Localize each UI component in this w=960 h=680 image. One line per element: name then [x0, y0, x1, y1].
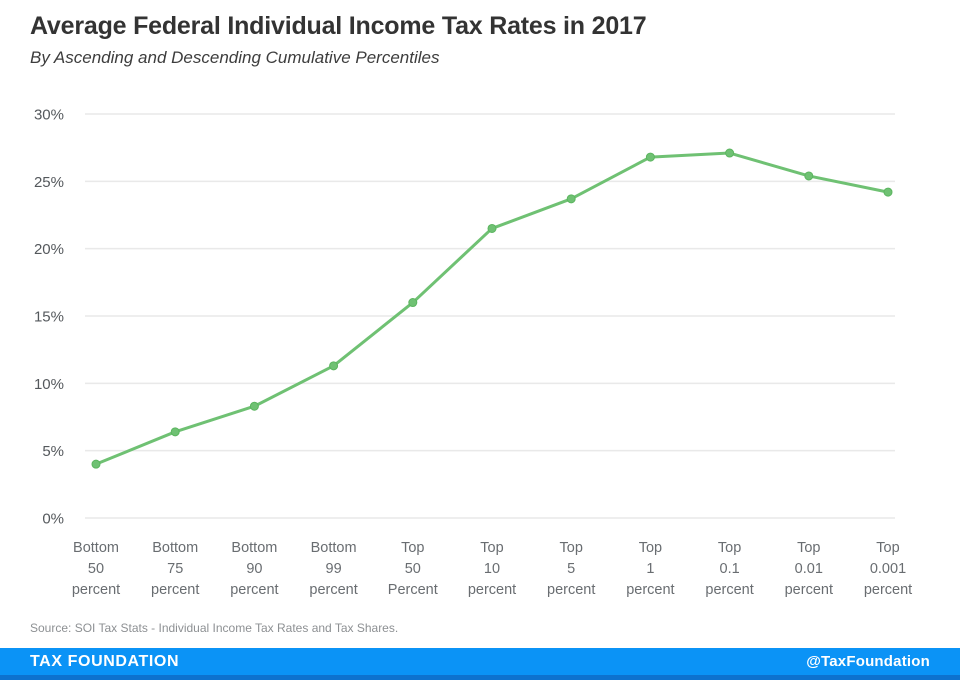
x-tick-label: percent [705, 582, 753, 598]
x-tick-label: percent [230, 582, 278, 598]
x-tick-label: 0.1 [720, 561, 740, 577]
line-chart: 0% 5% 10% 15% 20% 25% 30% Bottom 50 percent Bottom… [34, 107, 912, 599]
x-tick-label: percent [468, 582, 516, 598]
x-tick-label: Top [639, 540, 662, 556]
x-tick-label: 75 [167, 561, 183, 577]
twitter-handle: @TaxFoundation [806, 653, 930, 670]
y-tick-label: 0% [42, 511, 64, 528]
x-tick-label: percent [151, 582, 199, 598]
x-tick-label: 10 [484, 561, 500, 577]
footer-bar: TAX FOUNDATION @TaxFoundation [0, 648, 960, 680]
x-tick-label: 0.001 [870, 561, 906, 577]
chart-header: Average Federal Individual Income Tax Ra… [30, 12, 647, 68]
source-note: Source: SOI Tax Stats - Individual Incom… [30, 621, 399, 635]
y-tick-label: 20% [34, 241, 64, 258]
data-point [883, 187, 893, 197]
data-line [94, 151, 890, 466]
data-point [725, 148, 735, 158]
chart-title: Average Federal Individual Income Tax Ra… [30, 12, 647, 40]
x-tick-label: 0.01 [795, 561, 823, 577]
data-point [804, 171, 814, 181]
x-tick-label: percent [547, 582, 595, 598]
x-tick-label: Bottom [231, 540, 277, 556]
x-tick-label: 50 [88, 561, 104, 577]
x-tick-label: Top [718, 540, 741, 556]
y-tick-label: 5% [42, 443, 64, 460]
x-tick-label: Top [797, 540, 820, 556]
x-tick-label: Bottom [311, 540, 357, 556]
x-tick-label: Top [876, 540, 899, 556]
x-tick-label: Bottom [152, 540, 198, 556]
y-tick-label: 30% [34, 107, 64, 124]
chart-subtitle: By Ascending and Descending Cumulative P… [30, 48, 440, 67]
data-point [329, 361, 339, 371]
brand-name: TAX FOUNDATION [30, 652, 180, 670]
x-tick-label: Bottom [73, 540, 119, 556]
x-tick-label: Percent [388, 582, 438, 598]
data-point [645, 152, 655, 162]
x-tick-label: percent [864, 582, 912, 598]
data-point [487, 223, 497, 233]
x-tick-label: Top [560, 540, 583, 556]
x-tick-label: percent [785, 582, 833, 598]
y-tick-label: 25% [34, 174, 64, 191]
data-point [408, 298, 418, 308]
data-point [566, 194, 576, 204]
x-tick-label: Top [480, 540, 503, 556]
y-tick-label: 15% [34, 309, 64, 326]
x-tick-label: Top [401, 540, 424, 556]
x-tick-label: 1 [646, 561, 654, 577]
data-point [91, 459, 101, 469]
x-tick-label: 50 [405, 561, 421, 577]
x-tick-label: percent [626, 582, 674, 598]
y-tick-label: 10% [34, 376, 64, 393]
x-tick-label: percent [309, 582, 357, 598]
data-point [170, 427, 180, 437]
x-tick-label: 5 [567, 561, 575, 577]
x-tick-label: percent [72, 582, 120, 598]
x-tick-label: 90 [246, 561, 262, 577]
x-tick-label: 99 [326, 561, 342, 577]
data-point [249, 401, 259, 411]
